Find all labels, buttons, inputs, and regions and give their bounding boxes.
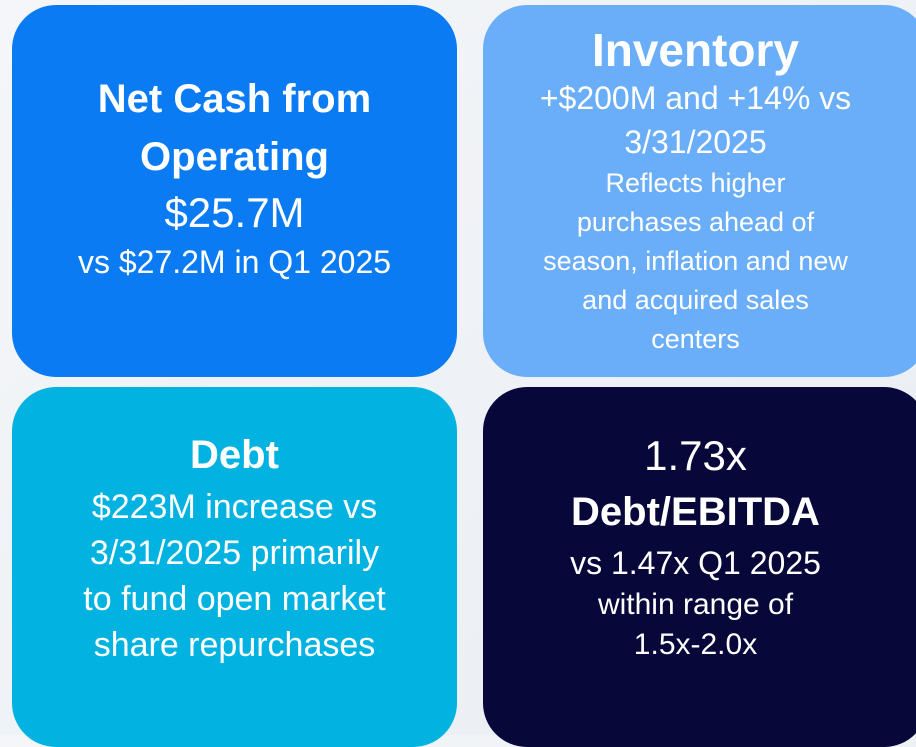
tile-text: vs 1.47x Q1 2025 [570, 545, 821, 581]
tile-heading: Net Cash from [97, 77, 372, 121]
tile-text: share repurchases [93, 626, 376, 664]
tile-value: 1.73x [644, 432, 747, 479]
tile-text: vs $27.2M in Q1 2025 [77, 244, 392, 280]
tile-text: $223M increase vs [91, 488, 378, 526]
tile-text: centers [651, 323, 740, 354]
tile-heading: Debt/EBITDA [571, 490, 820, 534]
tile-heading: Operating [140, 135, 329, 179]
tile-value: +$200M and +14% vs [539, 79, 852, 116]
tile-leverage: 1.73x Debt/EBITDA vs 1.47x Q1 2025 withi… [483, 387, 916, 747]
tile-text: within range of [597, 588, 794, 621]
tile-text: purchases ahead of [576, 206, 815, 237]
tile-value: $25.7M [164, 189, 305, 236]
tile-cash: Net Cash from Operating $25.7M vs $27.2M… [12, 5, 457, 377]
tile-text: 1.5x-2.0x [633, 628, 758, 661]
tile-inventory: Inventory +$200M and +14% vs 3/31/2025 R… [483, 5, 916, 377]
tile-text: 3/31/2025 primarily [89, 534, 380, 572]
tile-heading: Inventory [591, 23, 800, 76]
tile-debt: Debt $223M increase vs 3/31/2025 primari… [12, 387, 457, 747]
tile-heading: Debt [190, 433, 279, 477]
tile-text: Reflects higher [605, 167, 786, 198]
tile-text: season, inflation and new [543, 245, 848, 276]
tile-value: 3/31/2025 [624, 123, 767, 160]
tile-text: to fund open market [83, 580, 386, 618]
tile-text: and acquired sales [582, 284, 809, 315]
